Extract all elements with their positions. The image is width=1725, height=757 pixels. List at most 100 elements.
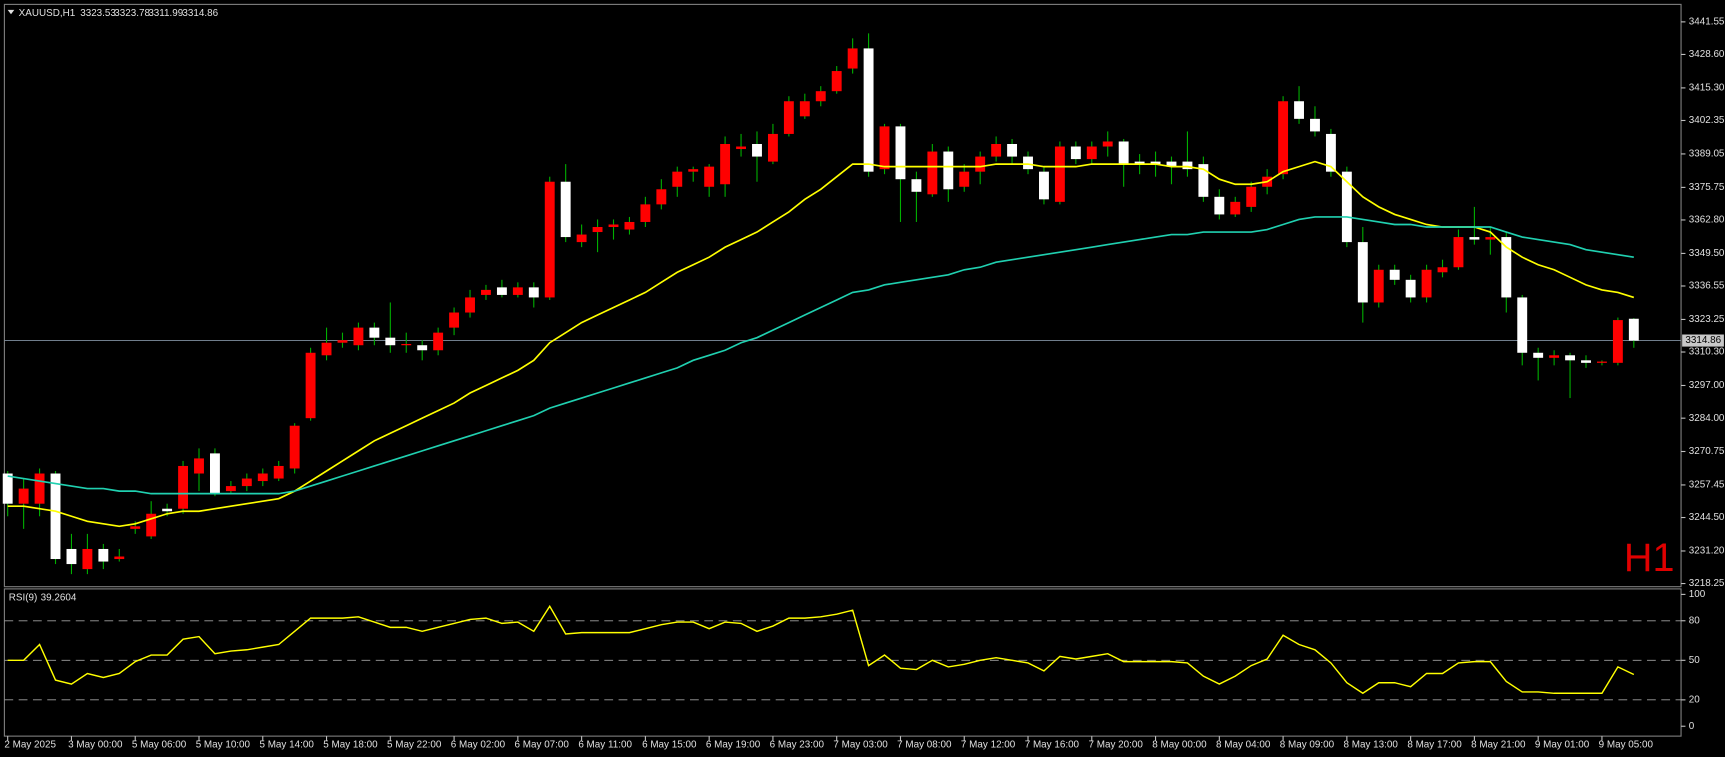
x-tick-label: 2 May 2025 (4, 740, 56, 751)
header-close: 3314.86 (182, 8, 218, 19)
x-tick-label: 5 May 18:00 (323, 740, 378, 751)
x-tick-label: 6 May 15:00 (642, 740, 697, 751)
x-tick-label: 7 May 20:00 (1088, 740, 1143, 751)
candle-body (465, 297, 475, 313)
candle-body (1070, 146, 1081, 160)
candle-body (560, 181, 571, 238)
rsi-title: RSI(9) (9, 592, 38, 603)
candle-body (959, 171, 970, 187)
candle-body (18, 488, 29, 504)
candle-body (879, 126, 890, 170)
x-tick-label: 5 May 14:00 (259, 740, 314, 751)
y-tick-label: 3375.75 (1689, 182, 1725, 193)
y-tick-label: 3349.50 (1689, 248, 1725, 259)
candle-body (1437, 267, 1448, 273)
candle-body (528, 287, 539, 298)
candle-body (1325, 133, 1336, 172)
rsi-current: 39.2604 (41, 592, 77, 603)
candle-body (1246, 186, 1257, 207)
x-tick-label: 3 May 00:00 (68, 740, 123, 751)
y-tick-label: 3284.00 (1689, 413, 1725, 424)
candle-body (1086, 146, 1097, 160)
y-tick-label: 3310.30 (1689, 347, 1725, 358)
candle-body (767, 133, 778, 162)
candle-body (1118, 141, 1129, 165)
y-tick-label: 3297.00 (1689, 380, 1725, 391)
candle-body (1294, 101, 1304, 119)
moving-average (7, 160, 1635, 528)
x-tick-label: 5 May 22:00 (387, 740, 442, 751)
candle-body (162, 508, 173, 512)
y-tick-label: 3336.55 (1689, 281, 1725, 292)
y-tick-label: 3415.30 (1689, 83, 1725, 94)
x-tick-label: 6 May 11:00 (578, 740, 632, 751)
x-tick-label: 6 May 19:00 (706, 740, 761, 751)
rsi-panel-frame (3, 588, 1682, 737)
rsi-line (7, 604, 1635, 695)
candle-body (799, 101, 810, 117)
y-tick-label: 3244.50 (1689, 512, 1725, 523)
candle-body (257, 473, 268, 482)
candle-body (688, 169, 699, 172)
candle-body (66, 548, 77, 565)
candle-body (608, 224, 619, 228)
candle-body (225, 486, 236, 492)
candle-body (943, 151, 954, 190)
candle-body (194, 458, 204, 474)
x-tick-label: 8 May 04:00 (1216, 740, 1271, 751)
candle-body (289, 425, 300, 469)
y-tick-label: 3270.75 (1689, 446, 1725, 457)
candle-body (831, 71, 842, 92)
candle-body (1039, 171, 1049, 200)
candle-body (114, 556, 125, 560)
y-tick-label: 3231.20 (1689, 546, 1725, 557)
candle-body (481, 289, 491, 295)
x-tick-label: 8 May 21:00 (1471, 740, 1526, 751)
candle-body (130, 526, 141, 529)
rsi-y-tick-label: 100 (1689, 589, 1706, 600)
candle-body (975, 156, 986, 172)
candle-body (321, 342, 332, 356)
x-tick-label: 8 May 13:00 (1344, 740, 1399, 751)
x-tick-label: 9 May 01:00 (1535, 740, 1590, 751)
x-tick-label: 7 May 12:00 (961, 740, 1016, 751)
candle-body (50, 473, 61, 560)
candle-body (624, 221, 635, 230)
candle-body (1198, 164, 1209, 197)
price-label-box (1682, 334, 1724, 347)
candle-body (720, 143, 731, 185)
candle-body (1389, 269, 1400, 280)
header-open: 3323.53 (80, 8, 116, 19)
candle-body (209, 453, 220, 494)
candle-body (1565, 355, 1576, 361)
candle-body (1373, 269, 1384, 303)
rsi-y-tick-label: 50 (1689, 655, 1700, 666)
candle-body (496, 287, 507, 295)
x-tick-label: 7 May 03:00 (833, 740, 888, 751)
candle-body (417, 345, 428, 351)
candle-body (98, 548, 109, 562)
candle-body (337, 340, 348, 343)
candle-body (640, 204, 651, 222)
candle-body (576, 234, 587, 243)
candle-body (1214, 196, 1225, 215)
collapse-icon[interactable] (7, 9, 15, 15)
candle-body (863, 48, 874, 172)
candle-body (1230, 201, 1241, 215)
rsi-y-tick-label: 80 (1689, 615, 1700, 626)
candle-body (1485, 237, 1496, 240)
candle-body (1150, 161, 1161, 165)
candle-body (1102, 141, 1113, 147)
x-tick-label: 6 May 07:00 (515, 740, 570, 751)
candle-body (1628, 318, 1639, 341)
x-tick-label: 5 May 10:00 (196, 740, 251, 751)
timeframe-watermark: H1 (1624, 536, 1675, 580)
candle-body (178, 465, 189, 509)
candle-body (1596, 361, 1607, 363)
candle-body (1421, 269, 1432, 298)
candle-body (1310, 118, 1320, 132)
candle-body (656, 189, 667, 205)
main-panel-frame (3, 3, 1682, 588)
